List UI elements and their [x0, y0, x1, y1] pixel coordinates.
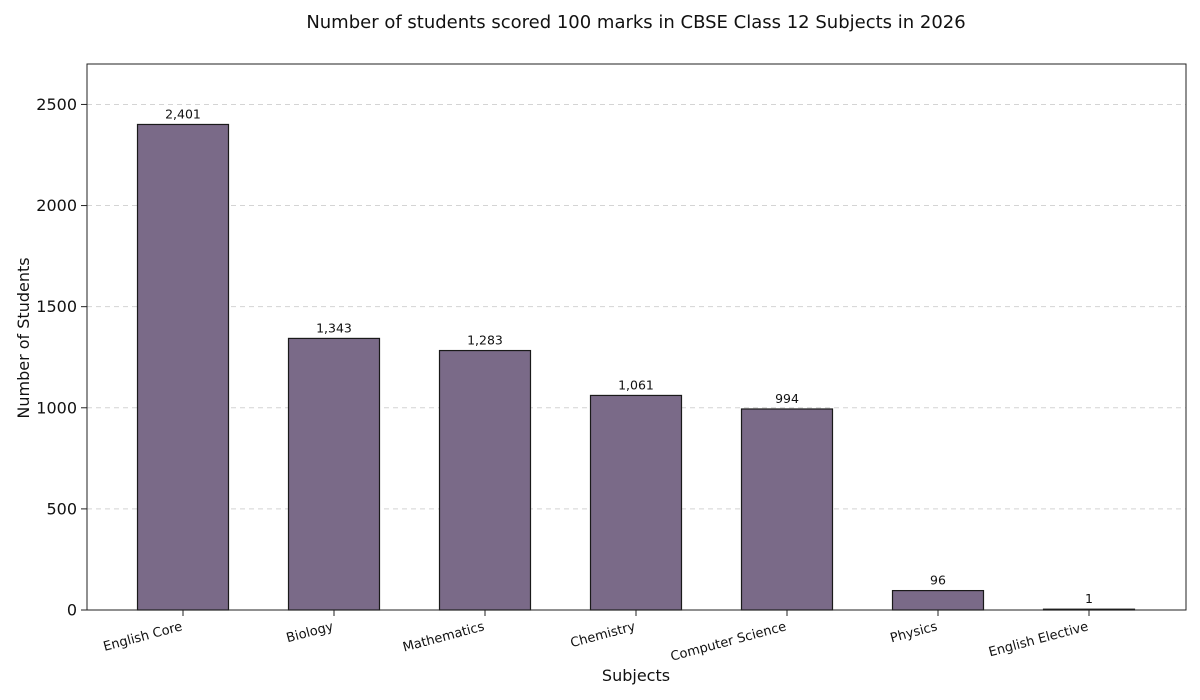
data-label: 1	[1085, 591, 1093, 606]
bar-physics	[891, 589, 985, 611]
bar-english-core	[136, 123, 230, 611]
bar-biology	[287, 337, 381, 611]
x-tick-label: Biology	[285, 619, 336, 646]
x-tick-label: English Elective	[987, 619, 1090, 660]
data-label: 1,061	[618, 377, 654, 392]
x-tick-label: Physics	[889, 619, 940, 646]
y-tick-label: 1500	[36, 297, 77, 316]
data-label: 1,283	[467, 333, 503, 348]
bars	[136, 123, 1136, 611]
x-axis-label: Subjects	[602, 666, 670, 685]
y-tick-label: 1000	[36, 398, 77, 417]
y-axis-ticks: 0 500 1000 1500 2000 2500	[36, 95, 87, 620]
data-label: 2,401	[165, 106, 201, 121]
y-axis-label: Number of Students	[14, 257, 33, 418]
bar-mathematics	[438, 349, 532, 611]
bar-computer-science	[740, 408, 834, 611]
data-labels: 2,401 1,343 1,283 1,061 994 96 1	[165, 106, 1093, 606]
chart-title: Number of students scored 100 marks in C…	[306, 12, 965, 33]
bar-chemistry	[589, 394, 683, 611]
data-label: 994	[775, 391, 799, 406]
y-tick-label: 0	[67, 601, 77, 620]
y-tick-label: 2000	[36, 196, 77, 215]
x-tick-label: Computer Science	[669, 619, 788, 664]
data-label: 1,343	[316, 320, 352, 335]
x-tick-label: Mathematics	[401, 619, 486, 655]
x-axis-ticks: English Core Biology Mathematics Chemistry C…	[102, 610, 1090, 665]
data-label: 96	[930, 573, 946, 588]
y-tick-label: 2500	[36, 95, 77, 114]
x-tick-label: English Core	[102, 619, 184, 654]
y-tick-label: 500	[46, 499, 77, 518]
x-tick-label: Chemistry	[569, 619, 637, 651]
